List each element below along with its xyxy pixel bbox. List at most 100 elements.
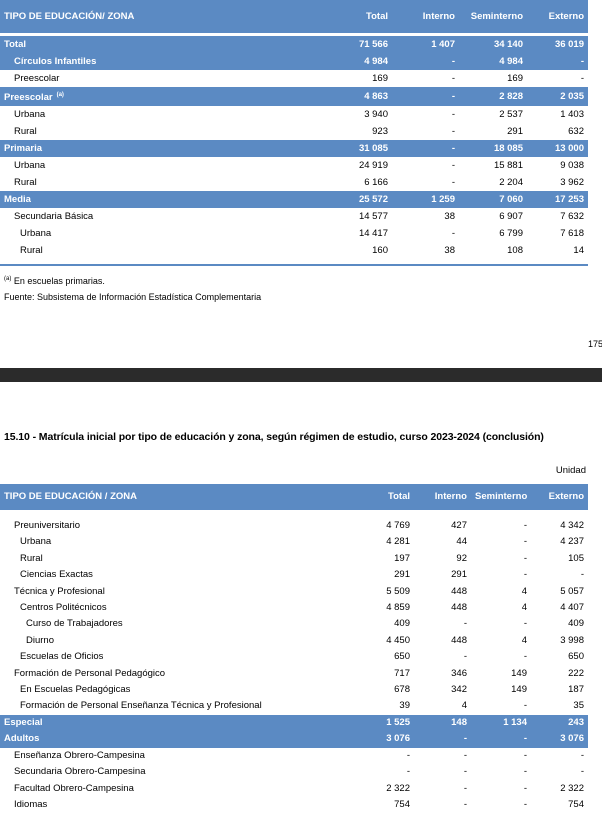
cell-seminterno: 34 140	[459, 33, 527, 53]
cell-externo: -	[527, 53, 588, 70]
cell-seminterno: -	[523, 798, 527, 810]
cell-interno: 448	[451, 585, 467, 597]
row-label: Urbana	[14, 109, 46, 121]
cell-total: 409	[394, 618, 410, 630]
page-current: 15.10 - Matrícula inicial por tipo de ed…	[0, 382, 602, 823]
table-body: Preuniversitario 4 769 427 - 4 342 Urbana 4 28…	[0, 518, 588, 813]
cell-interno: 148	[414, 714, 471, 732]
table-row: Secundaria Básica 14 577 38 6 907 7 632	[0, 208, 588, 225]
row-label: Centros Politécnicos	[20, 602, 107, 614]
page-previous: TIPO DE EDUCACIÓN/ ZONA Total Interno Se…	[0, 0, 602, 368]
cell-externo: -	[580, 73, 584, 84]
cell-externo: 4 237	[560, 536, 584, 548]
cell-externo: 1 403	[560, 109, 584, 121]
table-row: Rural 923 - 291 632	[0, 123, 588, 140]
cell-interno: 1 407	[392, 33, 459, 53]
header-total: Total	[340, 0, 392, 35]
row-label: Rural	[20, 245, 43, 257]
cell-interno: -	[463, 766, 467, 778]
row-label: En Escuelas Pedagógicas	[20, 684, 131, 696]
table-header-row: TIPO DE EDUCACIÓN/ ZONA Total Interno Se…	[0, 0, 588, 35]
cell-total: 71 566	[340, 33, 392, 53]
cell-externo: 13 000	[527, 140, 588, 158]
cell-interno: 38	[444, 245, 455, 257]
header-tipo: TIPO DE EDUCACIÓN / ZONA	[0, 484, 378, 510]
cell-seminterno: 149	[511, 667, 527, 679]
header-total: Total	[378, 484, 414, 510]
table-row: Adultos 3 076- -3 076	[0, 731, 588, 748]
cell-seminterno: -	[523, 766, 527, 778]
cell-seminterno: 149	[511, 684, 527, 696]
cell-externo: 35	[573, 700, 584, 712]
cell-externo: 187	[568, 684, 584, 696]
cell-externo: 2 322	[560, 782, 584, 794]
header-seminterno: Seminterno	[471, 484, 531, 510]
cell-seminterno: 6 799	[499, 228, 523, 240]
table-row: Primaria 31 085-18 085 13 000	[0, 140, 588, 158]
cell-interno: -	[451, 126, 455, 138]
cell-total: 678	[394, 684, 410, 696]
cell-total: 3 940	[364, 109, 388, 121]
cell-total: 4 859	[386, 602, 410, 614]
row-label: Técnica y Profesional	[14, 585, 105, 597]
cell-interno: 1 259	[392, 191, 459, 209]
cell-externo: 650	[568, 651, 584, 663]
cell-interno: -	[414, 731, 471, 748]
row-label: Rural	[14, 177, 37, 189]
footnote-text: En escuelas primarias.	[11, 276, 105, 286]
cell-seminterno: 4	[521, 585, 527, 597]
cell-interno: -	[451, 160, 455, 172]
table-row: Urbana 3 940 - 2 537 1 403	[0, 106, 588, 123]
table-row: Diurno 4 450 448 4 3 998	[0, 633, 588, 649]
cell-seminterno: 4	[521, 634, 527, 646]
cell-seminterno: -	[523, 569, 527, 581]
cell-interno: -	[451, 73, 455, 84]
cell-total: 4 984	[340, 53, 392, 70]
cell-seminterno: 2 204	[499, 177, 523, 189]
table-body: Total 71 566 1 407 34 140 36 019 Círculos Inf…	[0, 33, 588, 260]
cell-seminterno: 108	[507, 245, 523, 257]
table-row: Centros Politécnicos 4 859 448 4 4 407	[0, 600, 588, 616]
row-label: Formación de Personal Enseñanza Técnica …	[20, 700, 262, 712]
page-separator	[0, 368, 602, 382]
cell-interno: -	[463, 798, 467, 810]
table-row: Secundaria Obrero-Campesina - - - -	[0, 764, 588, 780]
row-label: Especial	[0, 714, 378, 732]
cell-externo: 222	[568, 667, 584, 679]
row-label: Escuelas de Oficios	[20, 651, 104, 663]
cell-externo: 4 407	[560, 602, 584, 614]
table-row: Media 25 572 1 259 7 060 17 253	[0, 191, 588, 209]
cell-seminterno: -	[523, 536, 527, 548]
cell-total: 1 525	[378, 714, 414, 732]
row-label: Adultos	[0, 731, 378, 748]
cell-seminterno: 291	[507, 126, 523, 138]
cell-seminterno: 1 134	[471, 714, 531, 732]
row-label: Diurno	[26, 634, 54, 646]
cell-seminterno: 4	[521, 602, 527, 614]
cell-interno: 44	[456, 536, 467, 548]
table-row: Especial 1 525 148 1 134 243	[0, 714, 588, 732]
row-label: Secundaria Obrero-Campesina	[14, 766, 146, 778]
cell-seminterno: -	[471, 731, 531, 748]
cell-total: -	[406, 749, 410, 761]
table-row: Curso de Trabajadores 409 - - 409	[0, 616, 588, 632]
row-label: Urbana	[20, 536, 52, 548]
cell-interno: 346	[451, 667, 467, 679]
cell-total: 650	[394, 651, 410, 663]
cell-seminterno: -	[523, 700, 527, 712]
row-label: Curso de Trabajadores	[26, 618, 123, 630]
cell-externo: 754	[568, 798, 584, 810]
cell-externo: 4 342	[560, 520, 584, 531]
row-label: Formación de Personal Pedagógico	[14, 667, 166, 679]
cell-total: 25 572	[340, 191, 392, 209]
table-row: En Escuelas Pedagógicas 678 342 149 187	[0, 682, 588, 698]
cell-seminterno: 169	[507, 73, 523, 84]
cell-interno: -	[463, 651, 467, 663]
cell-externo: 632	[568, 126, 584, 138]
header-externo: Externo	[531, 484, 588, 510]
row-label: Idiomas	[14, 798, 48, 810]
cell-seminterno: -	[523, 552, 527, 564]
cell-externo: 9 038	[560, 160, 584, 172]
cell-interno: 4	[461, 700, 467, 712]
row-label: Primaria	[0, 140, 340, 158]
